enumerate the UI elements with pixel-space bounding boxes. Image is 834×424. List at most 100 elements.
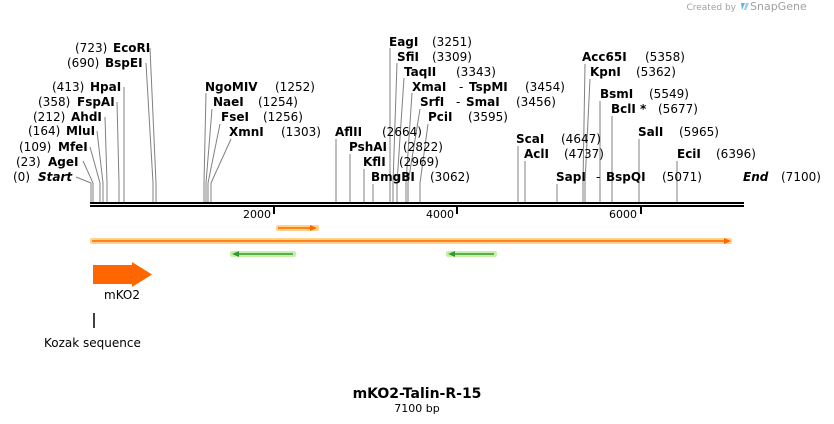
- svg-text:XmaI: XmaI: [412, 80, 446, 94]
- svg-text:BmgBI: BmgBI: [371, 170, 415, 184]
- site-line-mlui: [96, 130, 104, 202]
- map-length: 7100 bp: [394, 402, 439, 415]
- site-acc65i[interactable]: Acc65I (5358): [582, 50, 685, 64]
- site-naei[interactable]: NaeI (1254): [213, 95, 298, 109]
- site-fspai[interactable]: (358) FspAI: [38, 95, 115, 109]
- svg-text:SalI: SalI: [638, 125, 663, 139]
- start-position: (0): [13, 170, 30, 184]
- site-aflii[interactable]: AflII (2664): [335, 125, 422, 139]
- orf-forward-short[interactable]: [276, 225, 319, 231]
- site-acli[interactable]: AclI (4737): [524, 147, 604, 161]
- site-sapi[interactable]: SapI - BspQI (5071): [556, 170, 702, 184]
- site-taqii[interactable]: TaqII (3343): [404, 65, 496, 79]
- tick-label: 2000: [243, 208, 271, 221]
- site-mlui[interactable]: (164) MluI: [28, 124, 95, 138]
- site-agei[interactable]: (23) AgeI: [16, 155, 78, 169]
- svg-text:FspAI: FspAI: [77, 95, 115, 109]
- site-line-xmai: [405, 92, 413, 202]
- site-kfli[interactable]: KflI (2969): [363, 155, 439, 169]
- orf-forward-full[interactable]: [90, 238, 732, 244]
- site-fsei[interactable]: FseI (1256): [221, 110, 303, 124]
- svg-text:MluI: MluI: [66, 124, 95, 138]
- site-bsmi[interactable]: BsmI (5549): [600, 87, 689, 101]
- svg-text:(5358): (5358): [645, 50, 685, 64]
- svg-text:TspMI: TspMI: [469, 80, 508, 94]
- site-line-agei: [82, 160, 94, 202]
- svg-text:AhdI: AhdI: [71, 110, 102, 124]
- site-line-naei: [205, 108, 213, 202]
- svg-text:TaqII: TaqII: [404, 65, 436, 79]
- svg-text:BclI *: BclI *: [611, 102, 647, 116]
- svg-text:(3595): (3595): [468, 110, 508, 124]
- site-kpni[interactable]: KpnI (5362): [590, 65, 676, 79]
- svg-text:ScaI: ScaI: [516, 132, 544, 146]
- site-ngomiv[interactable]: NgoMIV (1252): [205, 80, 315, 94]
- site-bcli[interactable]: BclI * (5677): [611, 102, 698, 116]
- site-pshai[interactable]: PshAI (2822): [349, 140, 443, 154]
- svg-text:Acc65I: Acc65I: [582, 50, 627, 64]
- start-label: (0) Start: [13, 170, 73, 184]
- feature-kozak-label: Kozak sequence: [44, 336, 141, 350]
- svg-text:(3454): (3454): [525, 80, 565, 94]
- orf-reverse-2[interactable]: [446, 251, 497, 257]
- site-lines: [75, 47, 678, 202]
- svg-text:FseI: FseI: [221, 110, 249, 124]
- site-sfii[interactable]: SfiI (3309): [397, 50, 472, 64]
- svg-text:SapI: SapI: [556, 170, 586, 184]
- tick-label: 4000: [426, 208, 454, 221]
- site-line-ngomiv: [203, 92, 207, 202]
- svg-text:(3062): (3062): [430, 170, 470, 184]
- svg-text:(3456): (3456): [516, 95, 556, 109]
- svg-text:(5965): (5965): [679, 125, 719, 139]
- end-name: End: [743, 170, 769, 184]
- svg-text:(4737): (4737): [564, 147, 604, 161]
- svg-text:SmaI: SmaI: [466, 95, 500, 109]
- start-name: Start: [38, 170, 73, 184]
- orf-reverse-1[interactable]: [230, 251, 296, 257]
- site-ecii[interactable]: EciI (6396): [677, 147, 756, 161]
- svg-text:MfeI: MfeI: [58, 140, 88, 154]
- feature-mko2[interactable]: mKO2: [93, 262, 152, 302]
- site-ahdi[interactable]: (212) AhdI: [33, 110, 102, 124]
- scale-ticks: 2000 4000 6000: [243, 207, 642, 221]
- site-line-xmni: [210, 138, 232, 202]
- svg-text:PshAI: PshAI: [349, 140, 387, 154]
- svg-text:AflII: AflII: [335, 125, 362, 139]
- site-sali[interactable]: SalI (5965): [638, 125, 719, 139]
- backbone: [90, 202, 744, 207]
- feature-mko2-label: mKO2: [104, 288, 140, 302]
- site-ecori[interactable]: (723) EcoRI: [75, 41, 150, 55]
- svg-text:(413): (413): [52, 80, 84, 94]
- svg-text:(3309): (3309): [432, 50, 472, 64]
- site-eagi[interactable]: EagI (3251): [389, 35, 472, 49]
- site-srfi[interactable]: SrfI - SmaI (3456): [420, 95, 556, 109]
- site-line-kpni: [584, 78, 591, 202]
- svg-text:(5071): (5071): [662, 170, 702, 184]
- svg-text:-: -: [596, 170, 600, 184]
- site-line-srfi: [407, 108, 421, 202]
- site-mfei[interactable]: (109) MfeI: [19, 140, 88, 154]
- svg-text:NgoMIV: NgoMIV: [205, 80, 258, 94]
- site-line-bspei: [145, 62, 154, 202]
- site-bspei[interactable]: (690) BspEI: [67, 56, 143, 70]
- svg-text:(4647): (4647): [561, 132, 601, 146]
- site-bmgbi[interactable]: BmgBI (3062): [371, 170, 470, 184]
- site-xmai[interactable]: XmaI - TspMI (3454): [412, 80, 565, 94]
- svg-text:(3343): (3343): [456, 65, 496, 79]
- site-xmni[interactable]: XmnI (1303): [229, 125, 321, 139]
- svg-text:SrfI: SrfI: [420, 95, 444, 109]
- svg-text:AclI: AclI: [524, 147, 549, 161]
- feature-kozak[interactable]: Kozak sequence: [44, 313, 141, 350]
- svg-text:KflI: KflI: [363, 155, 386, 169]
- site-pcii[interactable]: PciI (3595): [428, 110, 508, 124]
- svg-text:BspEI: BspEI: [105, 56, 143, 70]
- svg-text:(5677): (5677): [658, 102, 698, 116]
- svg-text:(723): (723): [75, 41, 107, 55]
- svg-text:(5362): (5362): [636, 65, 676, 79]
- svg-text:BsmI: BsmI: [600, 87, 633, 101]
- site-line-ecori: [149, 47, 157, 202]
- svg-text:(1303): (1303): [281, 125, 321, 139]
- site-scai[interactable]: ScaI (4647): [516, 132, 601, 146]
- site-hpai[interactable]: (413) HpaI: [52, 80, 121, 94]
- site-line-pcii: [419, 123, 429, 202]
